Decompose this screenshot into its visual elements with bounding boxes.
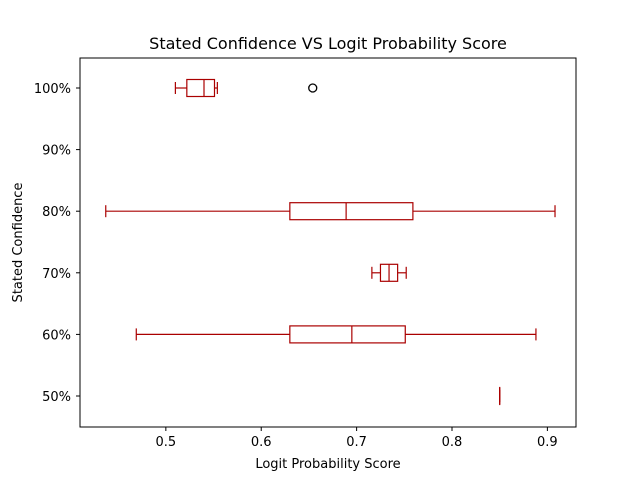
outlier-point: [308, 83, 318, 93]
x-tick-label: 0.7: [346, 435, 367, 450]
x-tick-label: 0.9: [537, 435, 558, 450]
y-axis-label: Stated Confidence: [11, 183, 26, 303]
x-tick-label: 0.5: [156, 435, 177, 450]
y-tick-label: 50%: [42, 390, 71, 405]
box-iqr: [186, 78, 216, 98]
y-tick-label: 60%: [42, 328, 71, 343]
x-axis-label: Logit Probability Score: [255, 457, 400, 472]
x-tick-label: 0.6: [251, 435, 272, 450]
y-tick-label: 70%: [42, 267, 71, 282]
y-tick-label: 100%: [34, 82, 71, 97]
y-tick-label: 80%: [42, 205, 71, 220]
box-iqr: [289, 202, 414, 221]
box-iqr: [289, 325, 406, 344]
plot-frame: [79, 57, 577, 428]
y-tick-label: 90%: [42, 144, 71, 159]
x-tick-label: 0.8: [442, 435, 463, 450]
chart-title: Stated Confidence VS Logit Probability S…: [149, 34, 507, 53]
